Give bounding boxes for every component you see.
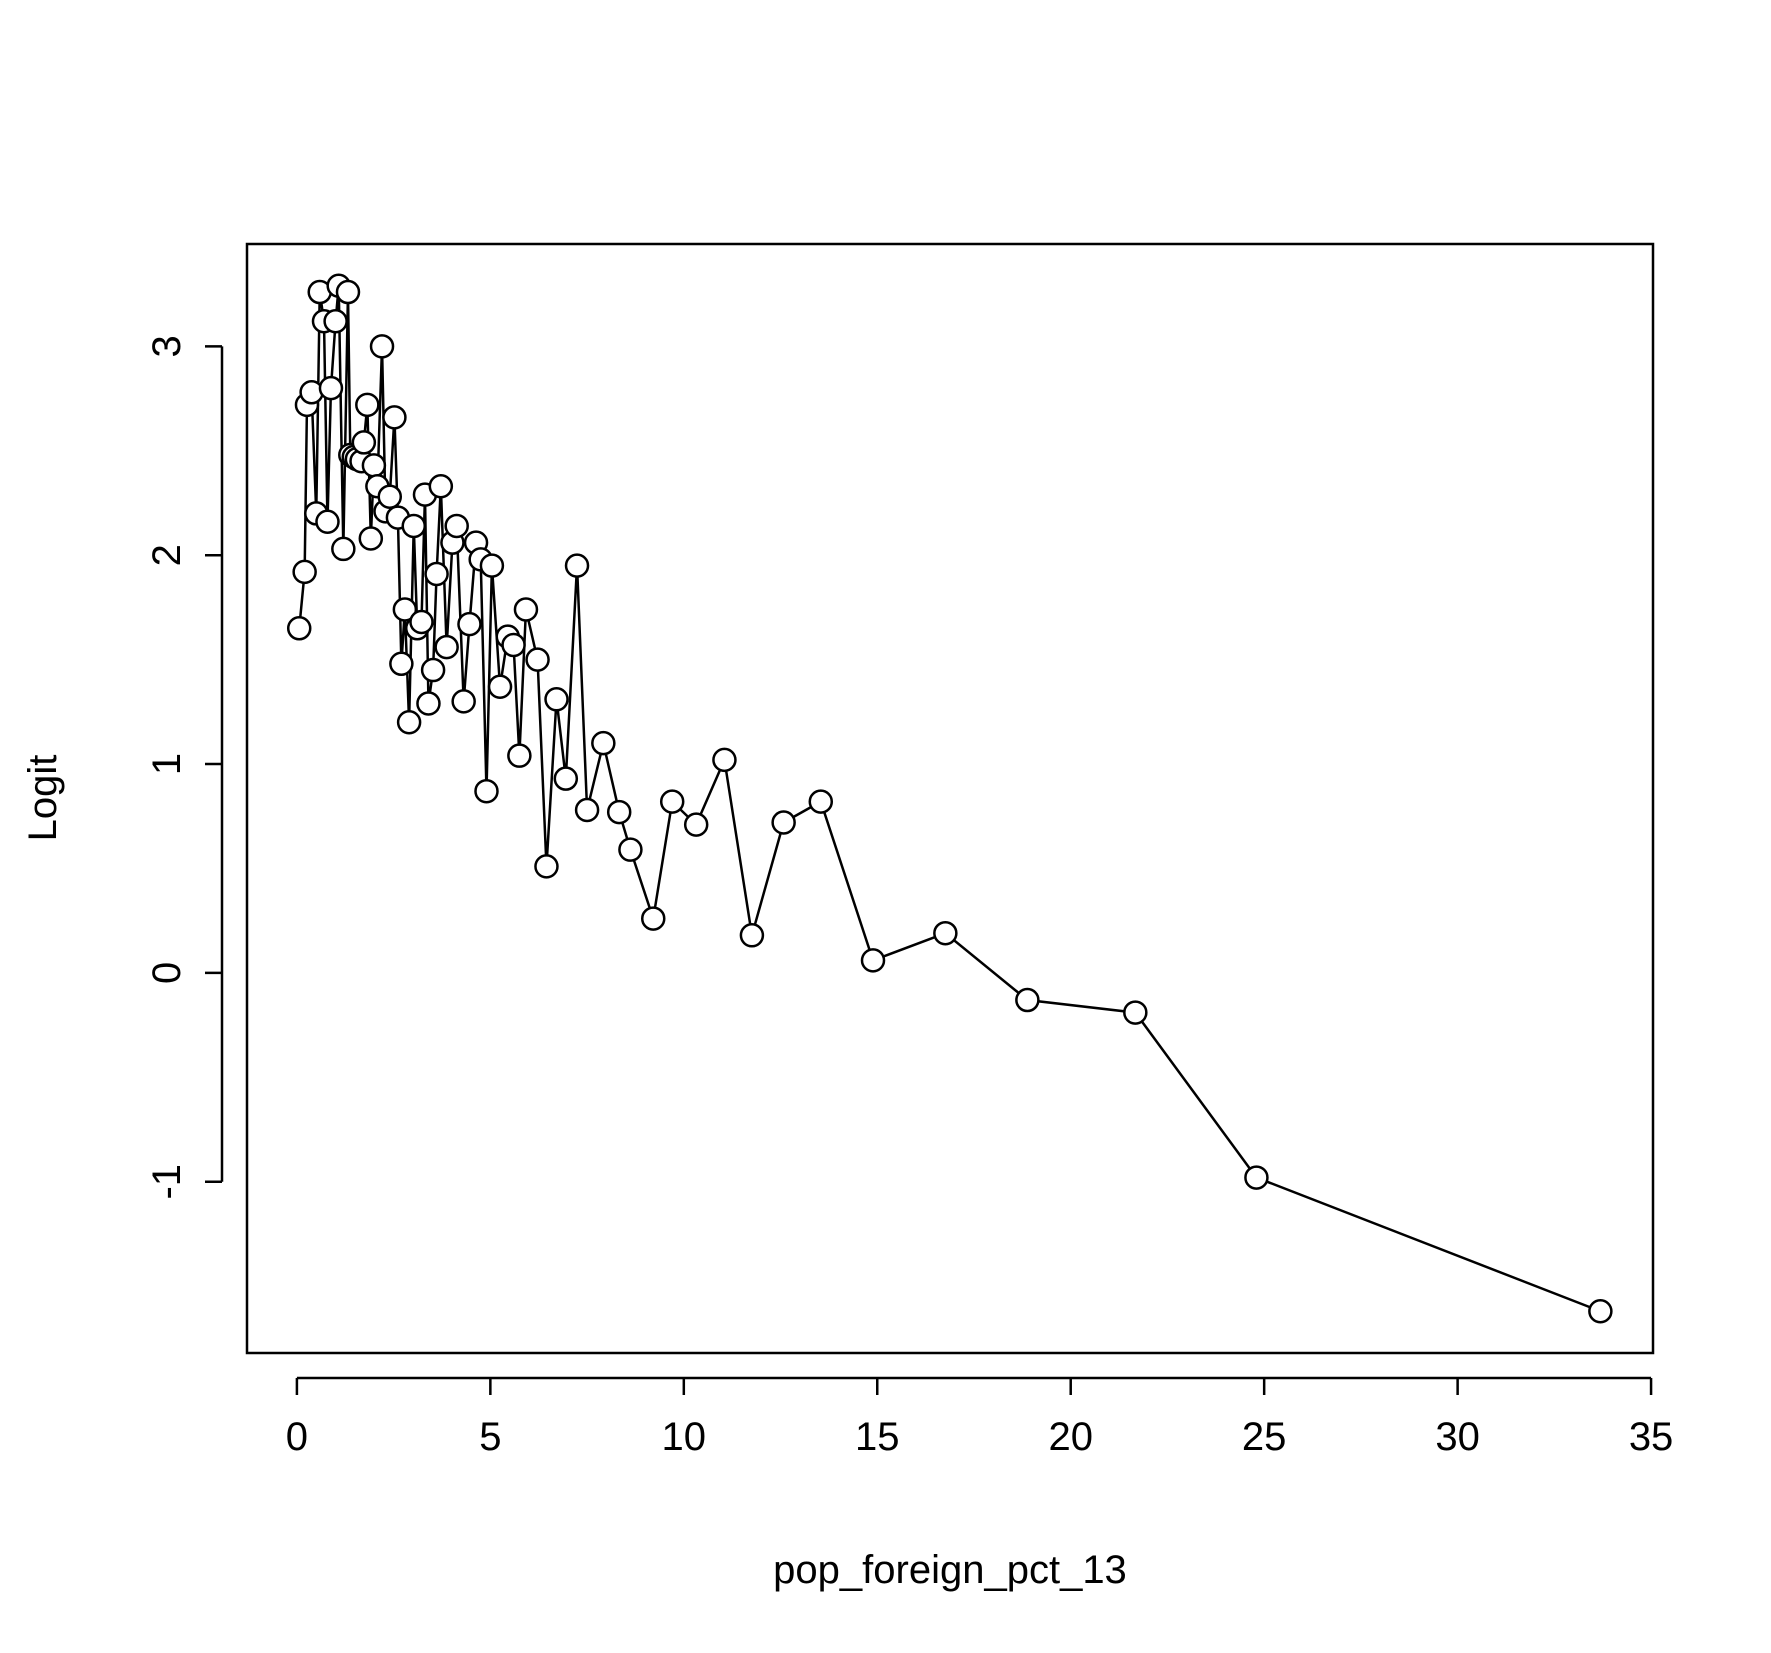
- y-tick-label: 0: [145, 962, 189, 984]
- data-point: [382, 405, 407, 430]
- data-point: [369, 334, 395, 359]
- plot-frame: [245, 242, 1655, 1355]
- data-point: [574, 797, 600, 823]
- data-point: [434, 634, 459, 660]
- data-point: [401, 513, 427, 539]
- data-point: [416, 691, 441, 716]
- x-tick-label: 5: [479, 1415, 501, 1459]
- data-point: [355, 392, 380, 418]
- data-point: [739, 923, 765, 948]
- data-point: [659, 789, 685, 814]
- y-tick-label: 3: [145, 335, 189, 357]
- data-point: [451, 689, 476, 714]
- data-point: [396, 710, 422, 735]
- data-point: [392, 597, 418, 622]
- data-point: [591, 730, 616, 756]
- data-point: [606, 799, 632, 825]
- data-point: [323, 309, 348, 334]
- data-point: [457, 611, 482, 637]
- y-tick-label: 2: [145, 544, 189, 566]
- data-point: [315, 509, 340, 535]
- data-point: [564, 553, 590, 578]
- data-point: [292, 559, 317, 585]
- data-point: [358, 526, 384, 551]
- x-axis-label: pop_foreign_pct_13: [773, 1548, 1127, 1592]
- data-point: [351, 430, 377, 455]
- data-point: [389, 651, 414, 677]
- data-point: [1244, 1165, 1269, 1190]
- x-tick-label: 15: [855, 1415, 900, 1459]
- data-point: [860, 948, 886, 973]
- data-point: [428, 474, 454, 499]
- data-point: [335, 279, 361, 305]
- data-point: [1123, 1000, 1148, 1025]
- data-point: [507, 743, 532, 768]
- data-point: [640, 906, 666, 931]
- data-point: [318, 375, 344, 401]
- data-point: [1588, 1298, 1613, 1324]
- x-tick-label: 10: [662, 1415, 707, 1459]
- x-tick-label: 30: [1435, 1415, 1480, 1459]
- data-point: [771, 810, 796, 835]
- data-point: [534, 854, 559, 879]
- data-point: [933, 920, 958, 946]
- y-axis-label: Logit: [21, 755, 65, 842]
- data-point: [479, 553, 505, 578]
- data-point: [487, 674, 513, 700]
- data-point: [544, 687, 569, 712]
- data-point: [474, 778, 499, 804]
- x-tick-label: 20: [1048, 1415, 1093, 1459]
- x-tick-label: 0: [286, 1415, 308, 1459]
- data-point: [286, 616, 312, 641]
- x-tick-label: 25: [1242, 1415, 1287, 1459]
- data-point: [331, 536, 356, 562]
- data-point: [808, 789, 834, 814]
- data-point: [618, 837, 643, 862]
- data-point: [420, 657, 446, 683]
- data-point: [525, 647, 550, 672]
- data-point: [409, 609, 434, 635]
- data-point: [361, 453, 387, 478]
- data-point: [444, 513, 469, 539]
- data-point: [377, 484, 403, 509]
- data-point: [424, 561, 449, 587]
- data-point: [712, 747, 737, 773]
- data-point: [683, 812, 709, 837]
- data-point: [513, 597, 539, 622]
- data-point: [553, 766, 579, 791]
- data-point: [1015, 987, 1040, 1013]
- y-tick-label: -1: [145, 1164, 189, 1200]
- data-point: [501, 632, 526, 658]
- x-tick-label: 35: [1629, 1415, 1674, 1459]
- y-tick-label: 1: [145, 753, 189, 775]
